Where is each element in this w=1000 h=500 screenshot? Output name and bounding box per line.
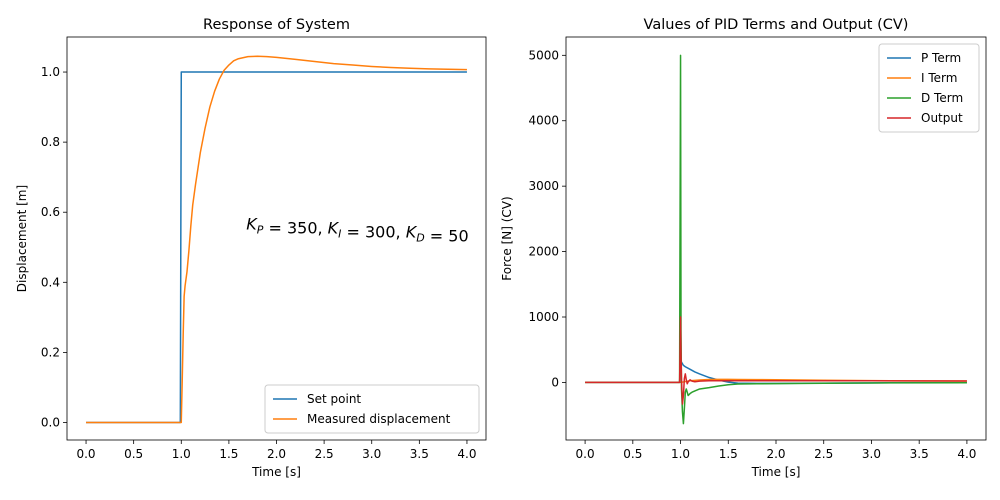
x-tick-label: 2.0: [766, 447, 785, 461]
x-tick-label: 2.5: [814, 447, 833, 461]
chart-title: Response of System: [203, 17, 350, 33]
legend-label: D Term: [921, 91, 963, 105]
x-tick-label: 1.5: [219, 447, 238, 461]
x-tick-label: 1.0: [172, 447, 191, 461]
x-tick-label: 2.0: [267, 447, 286, 461]
x-tick-label: 0.5: [623, 447, 642, 461]
annotation-part: = 50: [425, 227, 469, 246]
y-tick-label: 1.0: [41, 65, 60, 79]
y-tick-label: 2000: [528, 245, 559, 259]
legend-box: [264, 384, 480, 434]
x-tick-label: 3.0: [362, 447, 381, 461]
gain-annotation: KP = 350, KI = 300, KD = 50: [246, 215, 468, 246]
y-tick-label: 0.8: [41, 135, 60, 149]
annotation-part: K: [328, 219, 340, 238]
series-line-2: [86, 55, 467, 424]
x-axis-label: Time [s]: [751, 465, 801, 479]
y-tick-label: 0: [551, 375, 559, 389]
x-tick-label: 0.0: [576, 447, 595, 461]
series-line-4: [585, 316, 967, 405]
x-tick-label: 4.0: [457, 447, 476, 461]
y-tick-label: 0.0: [41, 415, 60, 429]
y-tick-label: 0.6: [41, 205, 60, 219]
y-tick-label: 5000: [528, 48, 559, 62]
legend-label: Output: [921, 111, 963, 125]
legend-label: Set point: [307, 392, 361, 406]
x-tick-label: 4.0: [957, 447, 976, 461]
annotation-part: = 350,: [263, 219, 327, 238]
x-tick-label: 3.5: [410, 447, 429, 461]
x-tick-label: 3.0: [862, 447, 881, 461]
y-tick-label: 0.2: [41, 345, 60, 359]
annotation-subscript: P: [257, 224, 264, 237]
annotation-subscript: D: [416, 232, 424, 245]
x-tick-label: 2.5: [315, 447, 334, 461]
legend-box: [878, 43, 980, 133]
y-tick-label: 4000: [528, 114, 559, 128]
x-tick-label: 1.0: [671, 447, 690, 461]
legend: Set point Measured displacement: [264, 384, 480, 434]
annotation-part: K: [246, 215, 258, 234]
x-tick-label: 1.5: [719, 447, 738, 461]
left-chart-panel: Response of System 0.0 0.5 1.0 1.5 2.0 2.5 3.0 3…: [15, 17, 487, 479]
y-tick-label: 3000: [528, 179, 559, 193]
annotation-part: K: [406, 223, 418, 242]
chart-title: Values of PID Terms and Output (CV): [644, 17, 909, 33]
plot-frame: [565, 36, 987, 441]
y-tick-label: 1000: [528, 310, 559, 324]
x-tick-label: 0.0: [76, 447, 95, 461]
x-tick-label: 3.5: [910, 447, 929, 461]
x-tick-label: 0.5: [124, 447, 143, 461]
y-axis-label: Force [N] (CV): [500, 196, 514, 280]
annotation-part: = 300,: [341, 223, 405, 242]
legend-label: P Term: [921, 51, 961, 65]
plot-frame: [66, 36, 487, 441]
legend-label: I Term: [921, 71, 957, 85]
legend: P Term I Term D Term Output: [878, 43, 980, 133]
x-axis-label: Time [s]: [251, 465, 301, 479]
legend-label: Measured displacement: [307, 412, 451, 426]
y-tick-label: 0.4: [41, 275, 60, 289]
y-axis-label: Displacement [m]: [15, 185, 29, 292]
right-chart-panel: Values of PID Terms and Output (CV) 0.0 0.…: [500, 17, 987, 479]
annotation-subscript: I: [338, 228, 341, 241]
